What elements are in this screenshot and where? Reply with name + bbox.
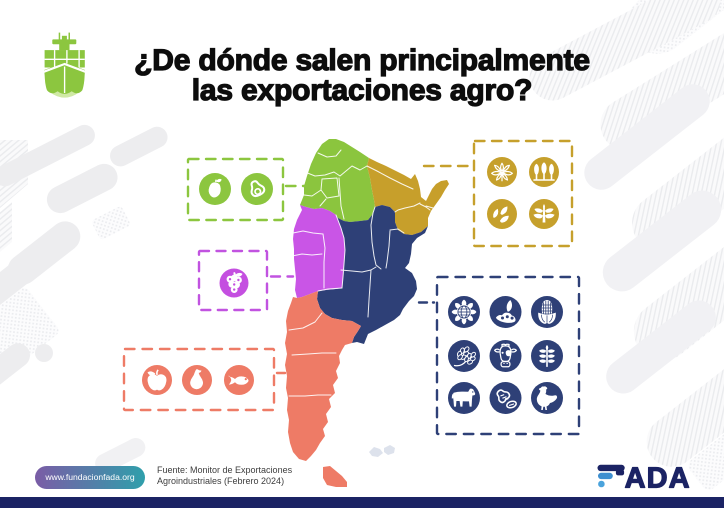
svg-text:ADA: ADA [625,462,691,492]
